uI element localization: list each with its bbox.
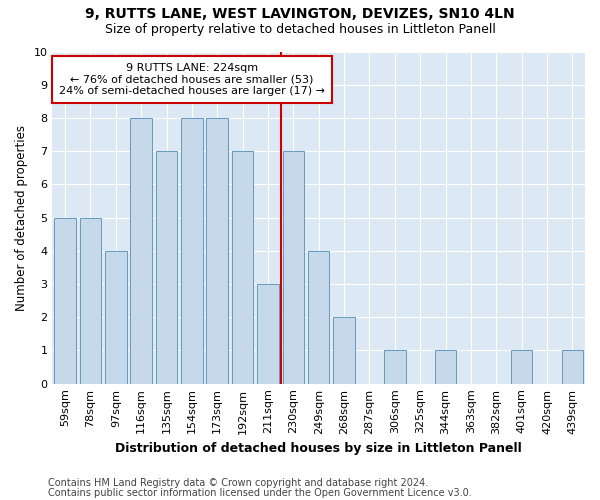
Bar: [562, 350, 583, 384]
Bar: [80, 218, 101, 384]
Text: 9 RUTTS LANE: 224sqm
← 76% of detached houses are smaller (53)
24% of semi-detac: 9 RUTTS LANE: 224sqm ← 76% of detached h…: [59, 63, 325, 96]
Text: 9, RUTTS LANE, WEST LAVINGTON, DEVIZES, SN10 4LN: 9, RUTTS LANE, WEST LAVINGTON, DEVIZES, …: [85, 8, 515, 22]
Text: Contains public sector information licensed under the Open Government Licence v3: Contains public sector information licen…: [48, 488, 472, 498]
Bar: [105, 251, 127, 384]
Bar: [257, 284, 279, 384]
Bar: [511, 350, 532, 384]
Text: Contains HM Land Registry data © Crown copyright and database right 2024.: Contains HM Land Registry data © Crown c…: [48, 478, 428, 488]
Y-axis label: Number of detached properties: Number of detached properties: [15, 124, 28, 310]
Bar: [333, 317, 355, 384]
Bar: [283, 151, 304, 384]
Bar: [435, 350, 456, 384]
Bar: [206, 118, 228, 384]
Bar: [232, 151, 253, 384]
X-axis label: Distribution of detached houses by size in Littleton Panell: Distribution of detached houses by size …: [115, 442, 522, 455]
Bar: [55, 218, 76, 384]
Bar: [130, 118, 152, 384]
Text: Size of property relative to detached houses in Littleton Panell: Size of property relative to detached ho…: [104, 22, 496, 36]
Bar: [181, 118, 203, 384]
Bar: [308, 251, 329, 384]
Bar: [384, 350, 406, 384]
Bar: [156, 151, 178, 384]
